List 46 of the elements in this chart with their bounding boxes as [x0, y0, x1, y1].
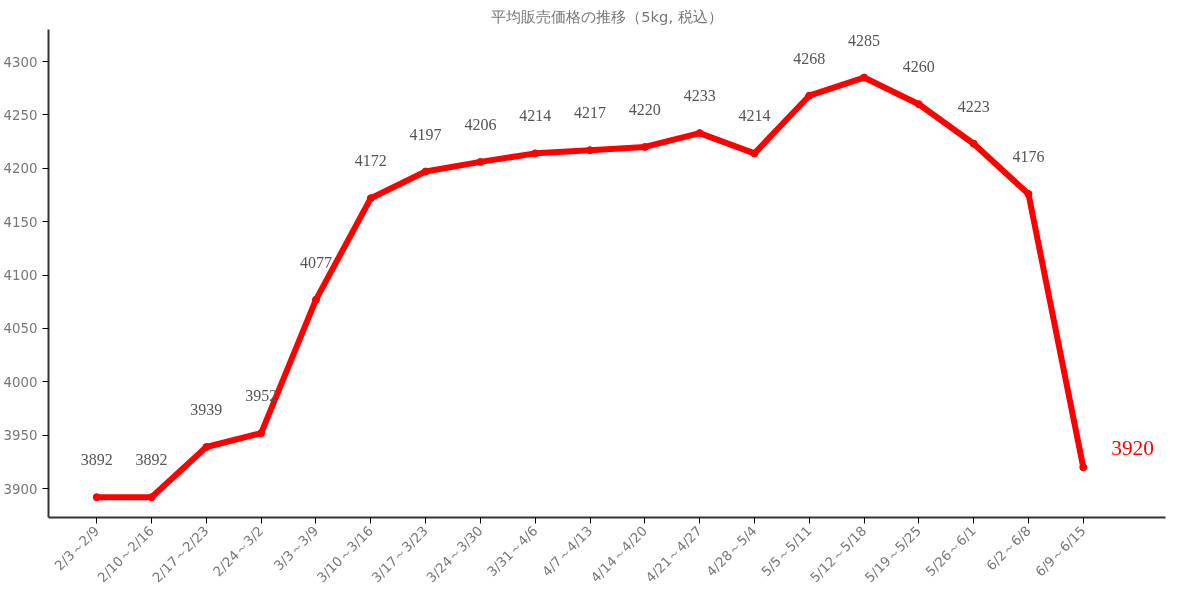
- data-label: 3892: [80, 451, 113, 469]
- x-tick-label: 6/2～6/8: [983, 523, 1034, 574]
- point: [311, 295, 320, 304]
- data-label: 4206: [464, 115, 497, 133]
- data-label: 4285: [848, 31, 881, 49]
- point: [147, 493, 156, 502]
- y-tick-label: 4300: [3, 54, 38, 70]
- point: [750, 149, 759, 158]
- y-tick-label: 4100: [3, 268, 38, 284]
- y-tick-label: 4000: [3, 374, 38, 390]
- point: [640, 142, 649, 151]
- point: [914, 100, 923, 109]
- data-label: 4214: [519, 107, 552, 125]
- chart-title: 平均販売価格の推移（5kg, 税込）: [491, 7, 723, 25]
- point: [969, 139, 978, 148]
- y-tick-label: 4250: [3, 107, 38, 123]
- data-label: 4214: [738, 107, 771, 125]
- y-tick-label: 4150: [3, 214, 38, 230]
- data-label: 4233: [683, 87, 716, 105]
- y-tick-label: 4200: [3, 161, 38, 177]
- data-label: 3920: [1111, 436, 1154, 461]
- point: [202, 443, 211, 452]
- data-label: 4260: [902, 58, 935, 76]
- point: [805, 91, 814, 100]
- data-label: 4220: [628, 100, 661, 118]
- y-tick-label: 3950: [3, 428, 38, 444]
- data-label: 4077: [299, 253, 332, 271]
- data-label: 4197: [409, 125, 442, 143]
- point: [366, 194, 375, 203]
- data-label: 3939: [190, 401, 223, 419]
- data-label: 4217: [574, 104, 607, 122]
- point: [476, 157, 485, 166]
- point: [421, 167, 430, 176]
- point: [257, 429, 266, 438]
- point: [695, 129, 704, 138]
- point: [860, 73, 869, 82]
- y-tick-label: 4050: [3, 321, 38, 337]
- data-label: 3892: [135, 451, 168, 469]
- point: [1024, 189, 1033, 198]
- y-tick-label: 3900: [3, 481, 38, 497]
- data-label: 4268: [793, 49, 826, 67]
- point: [1079, 463, 1088, 472]
- data-label: 4172: [354, 152, 387, 170]
- data-label: 4223: [957, 97, 990, 115]
- point: [92, 493, 101, 502]
- data-label: 4176: [1012, 147, 1045, 165]
